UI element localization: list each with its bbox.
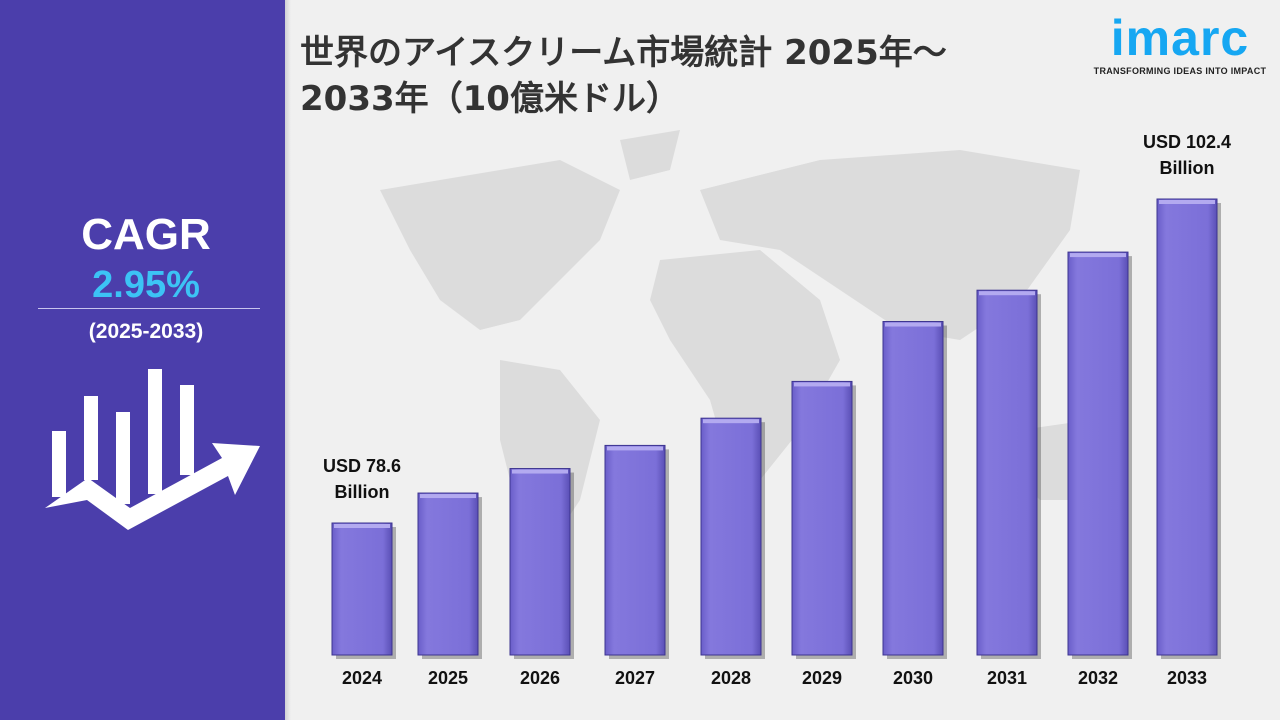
bar-2029 bbox=[791, 380, 853, 656]
cagr-panel bbox=[0, 0, 285, 720]
cagr-value: 2.95% bbox=[92, 264, 200, 306]
x-tick-label: 2029 bbox=[802, 668, 842, 688]
bar-highlight bbox=[703, 419, 759, 424]
x-tick-label: 2024 bbox=[342, 668, 382, 688]
logo-word: imarc bbox=[1110, 10, 1250, 66]
bar-2033 bbox=[1156, 198, 1218, 656]
bar-highlight bbox=[512, 469, 568, 474]
x-tick-label: 2026 bbox=[520, 668, 560, 688]
x-tick-label: 2030 bbox=[893, 668, 933, 688]
annotation-first: USD 78.6 Billion bbox=[292, 453, 432, 505]
bar-2030 bbox=[882, 321, 944, 656]
annotation-first-line2: Billion bbox=[334, 482, 390, 502]
bar-2028 bbox=[700, 417, 762, 656]
bar-highlight bbox=[334, 524, 390, 528]
bar-highlight bbox=[794, 382, 850, 387]
divider bbox=[38, 308, 260, 309]
annotation-last-line2: Billion bbox=[1159, 158, 1215, 178]
bar-highlight bbox=[1159, 200, 1215, 204]
x-tick-label: 2031 bbox=[987, 668, 1027, 688]
cagr-label: CAGR bbox=[81, 210, 211, 259]
x-tick-label: 2025 bbox=[428, 668, 468, 688]
logo-tagline: TRANSFORMING IDEAS INTO IMPACT bbox=[1093, 66, 1267, 76]
x-tick-label: 2032 bbox=[1078, 668, 1118, 688]
bar-highlight bbox=[979, 291, 1035, 296]
imarc-logo: imarc TRANSFORMING IDEAS INTO IMPACT bbox=[1090, 10, 1270, 76]
cagr-period: (2025-2033) bbox=[88, 320, 204, 343]
annotation-first-line1: USD 78.6 bbox=[322, 456, 402, 476]
bar-2026 bbox=[509, 468, 571, 656]
bar-2025 bbox=[417, 492, 479, 656]
bar-2027 bbox=[604, 444, 666, 656]
page-title: 世界のアイスクリーム市場統計 2025年～2033年（10億米ドル） bbox=[300, 33, 947, 119]
x-tick-label: 2027 bbox=[615, 668, 655, 688]
sidebar-chart-icon bbox=[45, 369, 260, 530]
panel-shadow bbox=[285, 0, 291, 720]
x-tick-label: 2033 bbox=[1167, 668, 1207, 688]
bar-highlight bbox=[420, 494, 476, 499]
x-tick-label: 2028 bbox=[711, 668, 751, 688]
bar-highlight bbox=[885, 322, 941, 327]
annotation-last: USD 102.4 Billion bbox=[1117, 129, 1257, 181]
bar-2032 bbox=[1067, 251, 1129, 656]
bar-2024 bbox=[331, 522, 393, 656]
annotation-last-line1: USD 102.4 bbox=[1142, 132, 1232, 152]
bar-2031 bbox=[976, 289, 1038, 656]
bar-highlight bbox=[607, 446, 663, 451]
bar-highlight bbox=[1070, 253, 1126, 258]
